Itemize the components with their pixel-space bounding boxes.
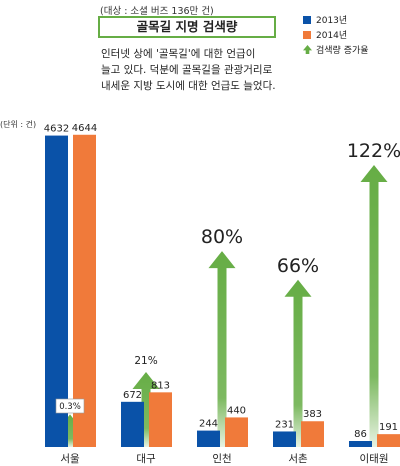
bar-이태원-2014년 bbox=[377, 434, 400, 447]
growth-label: 66% bbox=[277, 255, 319, 277]
legend-swatch-2013 bbox=[303, 15, 311, 24]
growth-label-box bbox=[55, 398, 85, 414]
category-label: 서촌 bbox=[288, 453, 308, 465]
description-line-2: 늘고 있다. 덕분에 골목길을 관광거리로 bbox=[101, 64, 273, 76]
bar-대구-2014년 bbox=[149, 392, 172, 447]
growth-arrow-3 bbox=[284, 279, 312, 447]
bar-서촌-2013년 bbox=[273, 431, 296, 447]
description-line-1: 인터넷 상에 '골목길'에 대한 언급이 bbox=[101, 48, 256, 60]
bar-인천-2014년 bbox=[225, 417, 248, 447]
legend-label-growth: 검색량 증가율 bbox=[316, 46, 369, 56]
legend-item-growth: 검색량 증가율 bbox=[303, 42, 369, 57]
bar-value-label: 813 bbox=[151, 380, 170, 391]
chart-description: 인터넷 상에 '골목길'에 대한 언급이 늘고 있다. 덕분에 골목길을 관광거… bbox=[101, 46, 301, 94]
legend: 2013년 2014년 검색량 증가율 bbox=[303, 12, 369, 57]
legend-swatch-2014 bbox=[303, 30, 311, 39]
bar-대구-2013년 bbox=[121, 401, 144, 447]
legend-label-2014: 2014년 bbox=[316, 31, 348, 41]
bar-인천-2013년 bbox=[197, 430, 220, 447]
growth-arrow-1 bbox=[132, 371, 160, 447]
bar-value-label: 244 bbox=[199, 419, 218, 430]
growth-arrows bbox=[56, 165, 388, 447]
growth-label: 21% bbox=[134, 355, 157, 367]
bar-value-label: 86 bbox=[354, 429, 367, 440]
bar-서울-2013년 bbox=[45, 135, 68, 448]
growth-label: 0.3% bbox=[59, 402, 81, 412]
bar-서울-2014년 bbox=[73, 134, 96, 447]
bar-value-label: 672 bbox=[123, 390, 142, 401]
bar-이태원-2013년 bbox=[349, 441, 372, 447]
legend-item-2014: 2014년 bbox=[303, 27, 369, 42]
category-label: 대구 bbox=[136, 453, 156, 465]
bar-value-label: 191 bbox=[379, 422, 398, 433]
category-label: 이태원 bbox=[360, 453, 389, 465]
chart-subtitle: (대상 : 소셜 버즈 136만 건) bbox=[100, 6, 214, 17]
bar-value-label: 231 bbox=[275, 419, 294, 430]
chart-title: 골목길 지명 검색량 bbox=[98, 16, 276, 38]
bar-value-label: 440 bbox=[227, 405, 246, 416]
bars bbox=[45, 134, 400, 448]
growth-label: 122% bbox=[347, 140, 400, 162]
unit-label: (단위 : 건) bbox=[0, 120, 37, 129]
bar-value-label: 4632 bbox=[44, 124, 69, 135]
category-label: 인천 bbox=[212, 453, 231, 465]
bar-서촌-2014년 bbox=[301, 421, 324, 447]
value-labels: 4632 4644 0.3% 서울 672 813 21% 대구 244 440 80% 인천 231 3… bbox=[44, 123, 400, 465]
legend-item-2013: 2013년 bbox=[303, 12, 369, 27]
category-label: 서울 bbox=[60, 453, 80, 465]
legend-label-2013: 2013년 bbox=[316, 16, 348, 26]
up-arrow-icon bbox=[303, 45, 312, 54]
growth-arrow-4 bbox=[360, 165, 388, 447]
bar-value-label: 4644 bbox=[72, 123, 97, 134]
growth-arrow-0 bbox=[56, 414, 84, 447]
growth-label: 80% bbox=[201, 226, 243, 248]
bar-value-label: 383 bbox=[303, 409, 322, 420]
growth-arrow-2 bbox=[208, 251, 236, 447]
description-line-3: 내세운 지방 도시에 대한 언급도 늘었다. bbox=[101, 80, 276, 92]
